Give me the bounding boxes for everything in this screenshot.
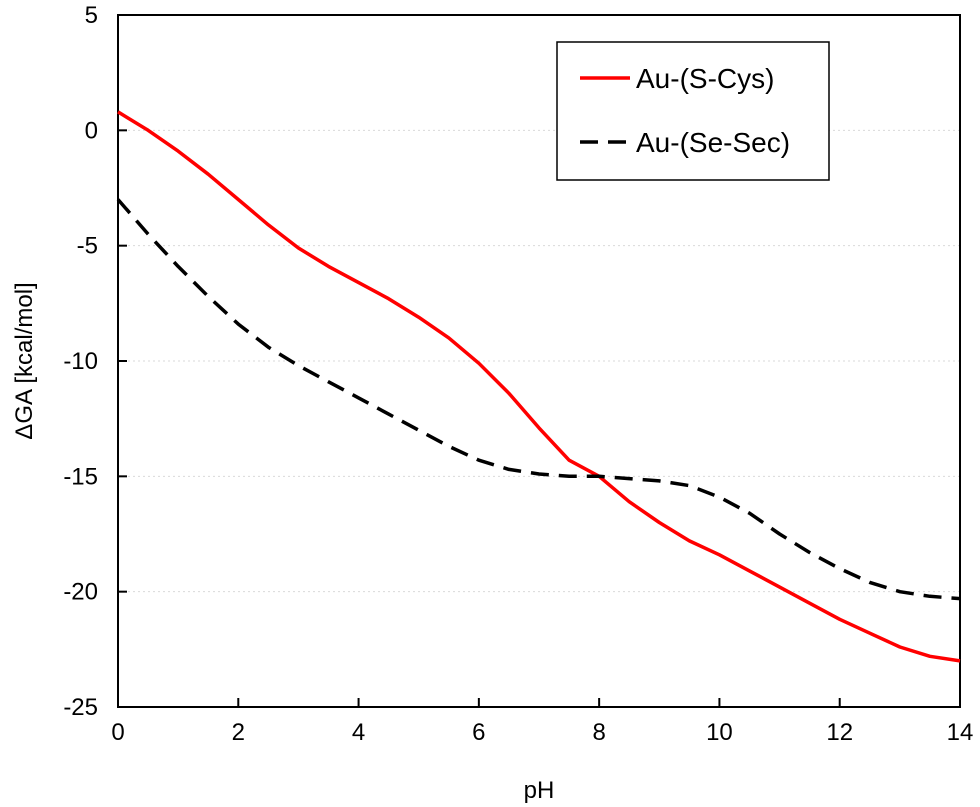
legend-entry-au-se-sec: Au-(Se-Sec) bbox=[636, 127, 790, 158]
y-tick-label: 5 bbox=[85, 2, 98, 29]
x-tick-label: 2 bbox=[232, 719, 245, 746]
x-tick-label: 6 bbox=[472, 719, 485, 746]
y-tick-label: -25 bbox=[63, 694, 98, 721]
x-tick-label: 0 bbox=[111, 719, 124, 746]
x-tick-label: 12 bbox=[826, 719, 853, 746]
y-tick-label: 0 bbox=[85, 117, 98, 144]
y-tick-label: -5 bbox=[77, 233, 98, 260]
y-tick-label: -20 bbox=[63, 579, 98, 606]
legend-entry-au-s-cys: Au-(S-Cys) bbox=[636, 63, 774, 94]
series-line-au-se-sec bbox=[116, 198, 961, 601]
axis-ticks: 0 2 4 6 8 10 12 14 5 0 -5 -10 -15 -20 -25 bbox=[63, 2, 973, 746]
x-tick-label: 8 bbox=[592, 719, 605, 746]
legend: Au-(S-Cys) Au-(Se-Sec) bbox=[556, 41, 830, 181]
y-tick-label: -10 bbox=[63, 348, 98, 375]
y-tick-label: -15 bbox=[63, 463, 98, 490]
x-tick-label: 10 bbox=[706, 719, 733, 746]
series-lines bbox=[116, 110, 961, 663]
legend-box bbox=[556, 41, 830, 181]
series-line-au-s-cys bbox=[117, 110, 961, 663]
gridlines bbox=[118, 129, 960, 593]
x-axis-label: pH bbox=[524, 777, 555, 804]
x-tick-label: 4 bbox=[352, 719, 365, 746]
x-tick-label: 14 bbox=[947, 719, 974, 746]
y-axis-label: ΔGA [kcal/mol] bbox=[11, 282, 38, 439]
